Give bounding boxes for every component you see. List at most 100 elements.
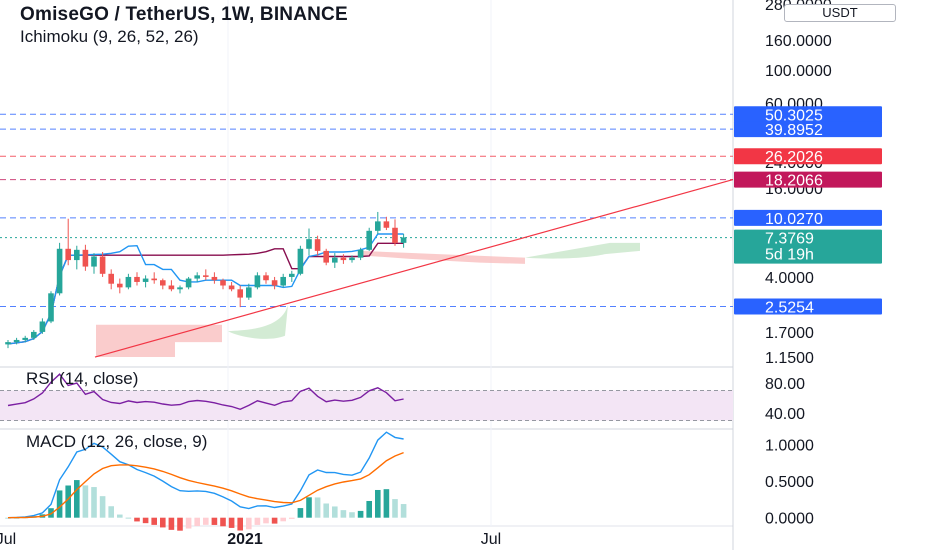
candle-body (99, 256, 106, 274)
candle-body (108, 273, 114, 284)
axis-background (734, 0, 932, 550)
candle-body (177, 287, 183, 290)
macd-line (7, 431, 404, 519)
candle-body (65, 248, 71, 261)
candle (160, 278, 166, 290)
candle (400, 234, 407, 248)
candle-body (125, 276, 132, 288)
price-tag: 18.2066 (734, 171, 882, 190)
candle (65, 218, 71, 266)
candle-body (91, 256, 97, 267)
candle (194, 272, 200, 282)
candle-body (5, 342, 11, 345)
candle (56, 242, 63, 296)
indicator-legend[interactable]: Ichimoku (9, 26, 52, 26) (20, 27, 199, 46)
candle-body (366, 230, 372, 250)
candle-body (400, 237, 407, 243)
chart-header: OmiseGO / TetherUS, 1W, BINANCE Ichimoku… (20, 4, 348, 47)
price-tick-label: 1.7000 (765, 325, 814, 342)
rsi-band (0, 390, 733, 421)
candle (375, 211, 381, 235)
price-tag-label: 50.3025 (765, 107, 823, 124)
candle-body (82, 249, 89, 267)
candle-body (332, 257, 338, 263)
macd-histogram-bar (108, 506, 114, 518)
candle (271, 276, 278, 290)
candle (5, 339, 11, 349)
candle (332, 253, 338, 268)
candle (142, 275, 149, 288)
candle-body (392, 227, 398, 243)
rsi-pane (0, 373, 733, 421)
candle-body (203, 275, 209, 277)
price-tag-label: 18.2066 (765, 173, 823, 190)
candle (246, 283, 252, 300)
rsi-label[interactable]: RSI (14, close) (26, 369, 139, 388)
price-tag-bg (734, 209, 882, 226)
candle-body (349, 257, 355, 261)
macd-tick-label: 1.0000 (765, 438, 814, 455)
macd-histogram-bar (314, 497, 321, 518)
macd-histogram-bar (74, 480, 80, 518)
macd-histogram-bar (375, 489, 381, 518)
candle-body (297, 248, 304, 274)
candle-body (13, 339, 20, 343)
candle-body (194, 275, 200, 279)
candle (48, 291, 54, 324)
candle (237, 285, 243, 308)
symbol-title[interactable]: OmiseGO / TetherUS, 1W, BINANCE (20, 4, 348, 25)
macd-histogram-bar (228, 517, 235, 528)
currency-button[interactable]: USDT (784, 4, 896, 22)
candle-body (220, 280, 226, 286)
macd-histogram-bar (194, 517, 200, 527)
macd-pane (5, 431, 407, 531)
macd-histogram-bar (134, 517, 140, 522)
candle-body (383, 221, 390, 228)
candle (263, 272, 269, 284)
candle (323, 248, 329, 266)
macd-histogram-bar (323, 503, 329, 518)
price-tag: 10.0270 (734, 209, 882, 228)
candle (228, 281, 235, 292)
macd-tick-label: 0.0000 (765, 511, 814, 528)
candle-body (74, 249, 80, 261)
price-tick-label: 100.0000 (765, 63, 832, 80)
macd-histogram-bar (151, 517, 157, 525)
macd-label[interactable]: MACD (12, 26, close, 9) (26, 432, 208, 451)
rsi-tick-label: 80.00 (765, 376, 805, 393)
macd-histogram-bar (263, 517, 269, 524)
candle (108, 269, 114, 290)
macd-histogram-bar (82, 485, 89, 518)
macd-histogram-bar (160, 517, 166, 528)
cloud-bullish (525, 242, 640, 259)
candle-body (237, 289, 243, 298)
candle (168, 280, 175, 292)
candle-body (134, 276, 140, 282)
macd-histogram-bar (271, 517, 278, 524)
price-tag-label: 10.0270 (765, 211, 823, 228)
candle (13, 337, 20, 345)
candle-body (31, 331, 37, 338)
candle (74, 245, 80, 270)
macd-histogram-bar (168, 517, 175, 530)
price-tag: 39.8952 (734, 121, 882, 139)
candle-body (39, 321, 46, 332)
macd-histogram-bar (400, 504, 407, 518)
candle-body (228, 285, 235, 290)
price-tag: 2.5254 (734, 298, 882, 316)
macd-histogram-bar (357, 510, 364, 518)
candle (392, 219, 398, 246)
candle-body (22, 337, 28, 340)
price-tag-label: 2.5254 (765, 299, 814, 316)
macd-histogram-bar (177, 517, 183, 531)
candle-body (168, 285, 175, 290)
price-tick-label: 4.0000 (765, 270, 814, 287)
rsi-line (7, 373, 404, 411)
price-tick-label: 160.0000 (765, 33, 832, 50)
macd-histogram-bar (125, 517, 132, 519)
candle (185, 276, 192, 290)
candle-body (314, 239, 321, 251)
candle (177, 285, 183, 294)
